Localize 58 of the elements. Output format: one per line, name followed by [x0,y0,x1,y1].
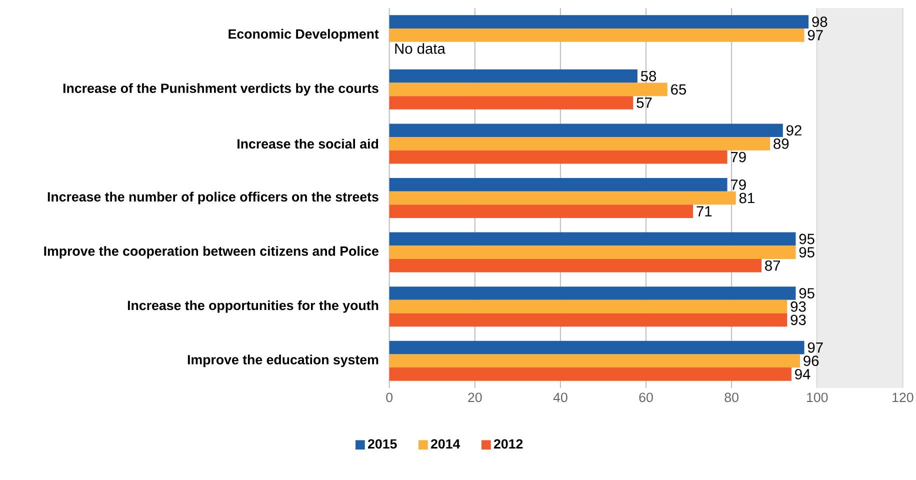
y-tick-label: Increase the number of police officers on the streets [48,192,378,204]
y-tick-label: Increase the opportunities for the youth [128,300,378,313]
bar [389,96,634,110]
y-tick-label: Improve the cooperation between citizens and Police [44,246,378,258]
bar [389,191,736,205]
x-tick-label: 40 [553,392,568,402]
x-tick-label: 60 [639,392,653,402]
bar [389,178,728,192]
data-label: 89 [774,138,789,149]
data-label: 97 [808,30,823,40]
x-tick-label: 100 [807,392,828,402]
bar [389,124,783,138]
bar [389,340,804,354]
data-label: 96 [804,356,819,366]
x-tick-label: 20 [468,392,482,402]
data-label: 58 [640,70,656,82]
data-label: 95 [799,234,814,244]
data-label: 79 [730,152,746,162]
bar [389,82,668,96]
data-label: 94 [795,369,810,380]
bar [389,150,728,164]
legend-label: 2014 [430,439,460,449]
data-label: 92 [786,125,802,136]
data-label: 81 [739,192,754,204]
bar [389,137,770,150]
data-label: 65 [671,84,686,95]
y-tick-label: Increase the social aid [238,138,378,149]
y-tick-label: Increase of the Punishment verdicts by the courts [63,83,378,96]
bar [389,300,788,314]
x-tick-label: 120 [892,392,914,402]
y-tick-label: Improve the education system [188,354,378,368]
bar [389,232,796,246]
bar [389,246,796,259]
y-tick-label: Economic Development [228,28,379,42]
bar [389,368,792,381]
data-label: 57 [636,98,652,108]
bar [389,15,809,28]
bar [389,258,762,272]
bar [389,69,638,83]
bar [389,204,694,218]
bar [389,28,804,42]
data-label: 79 [730,179,746,190]
x-tick-label: 80 [724,392,738,402]
legend-label: 2012 [494,439,523,449]
data-label: 98 [812,16,828,28]
data-label: 95 [799,247,814,258]
data-label: 93 [790,301,806,312]
annotation: No data [395,43,446,54]
bar [389,354,800,368]
data-label: 95 [799,288,814,298]
data-label: 71 [696,206,712,216]
bar [389,313,788,327]
data-label: 93 [790,314,806,326]
x-tick-label: 0 [386,392,393,402]
data-label: 97 [808,342,823,353]
bar [389,286,796,300]
data-label: 87 [765,260,780,271]
legend-label: 2015 [368,439,397,449]
